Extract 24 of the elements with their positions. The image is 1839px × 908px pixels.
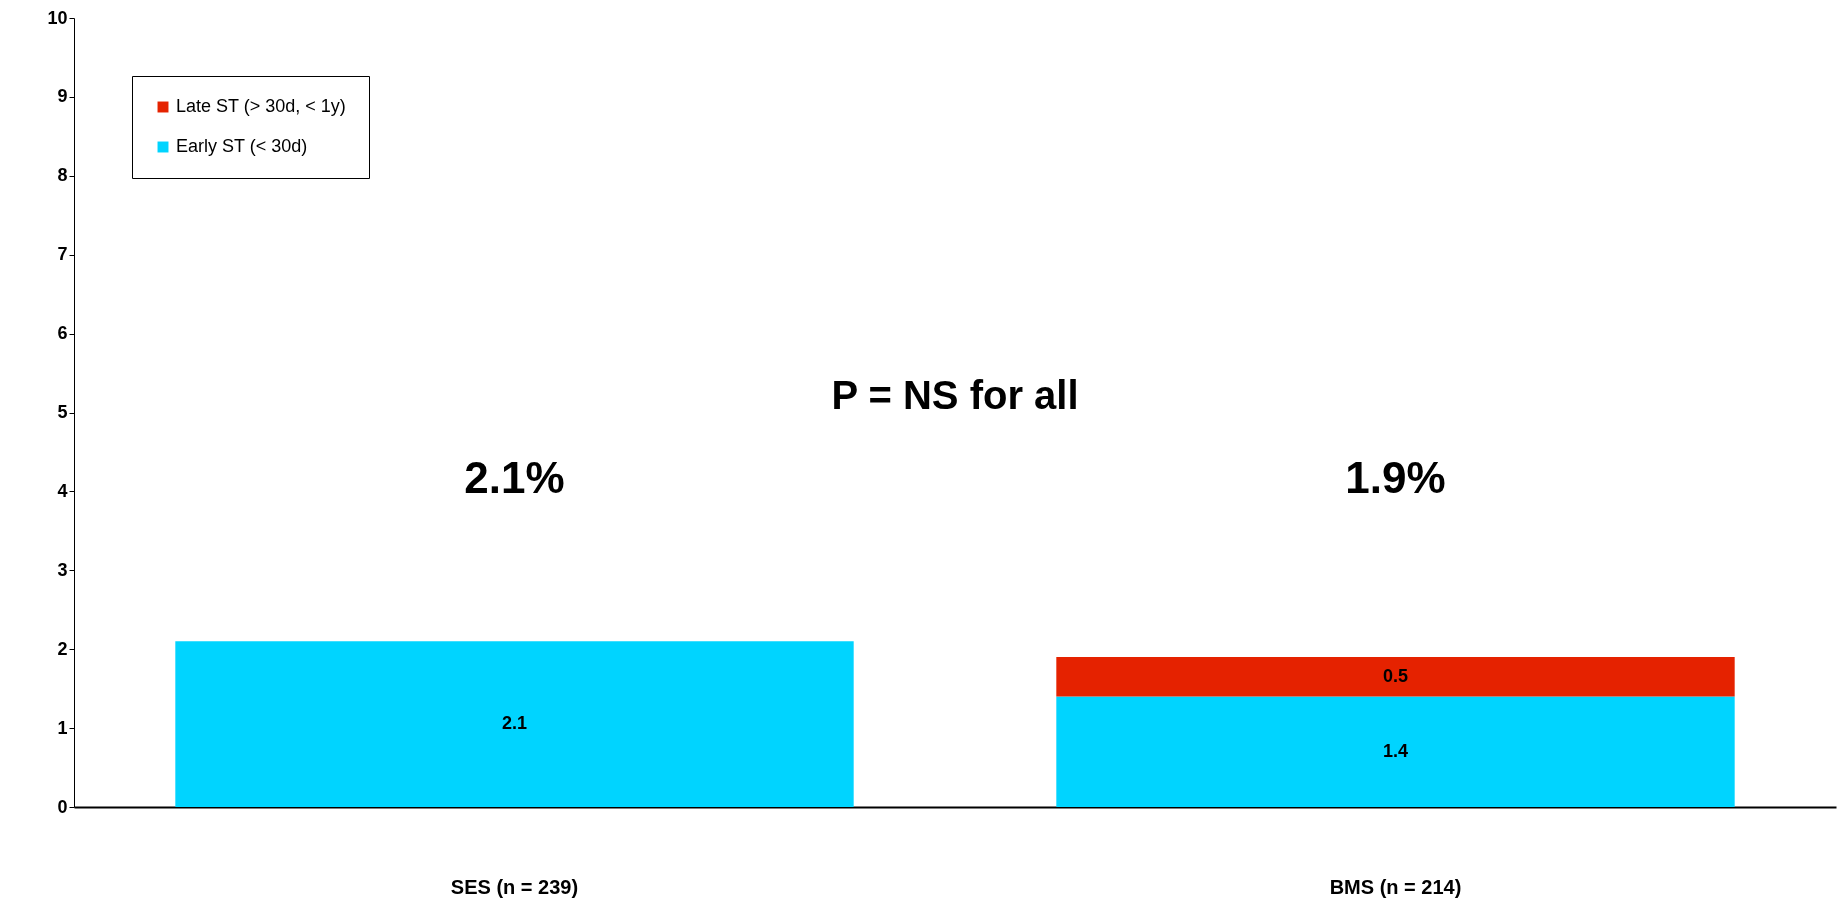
y-tick-label: 7 [57,244,68,265]
y-tick-label: 3 [57,559,68,580]
y-tick-label: 4 [57,480,68,501]
bar [175,641,854,807]
y-tick-label: 1 [57,717,68,738]
y-tick-label: 9 [57,86,68,107]
y-tick-label: 8 [57,165,68,186]
y-tick-label: 6 [57,323,68,344]
legend-label: Early ST (< 30d) [176,136,308,156]
annotation: 1.9% [1345,452,1446,502]
y-tick-label: 5 [57,402,68,422]
legend-label: Late ST (> 30d, < 1y) [176,96,346,116]
data-label: 0.5 [1382,665,1409,686]
data-label: 1.4 [1382,740,1409,761]
x-tick-label: SES (n = 239) [450,875,579,898]
y-tick-label: 2 [57,638,68,659]
y-tick-label: 0 [57,796,68,817]
x-tick-label: BMS (n = 214) [1329,875,1462,898]
annotation: 2.1% [464,452,565,502]
bar [1056,657,1735,697]
data-label: 2.1 [501,713,528,734]
bar [1056,696,1735,807]
annotation: P = NS for all [831,372,1079,417]
y-tick-label: 10 [47,7,68,28]
